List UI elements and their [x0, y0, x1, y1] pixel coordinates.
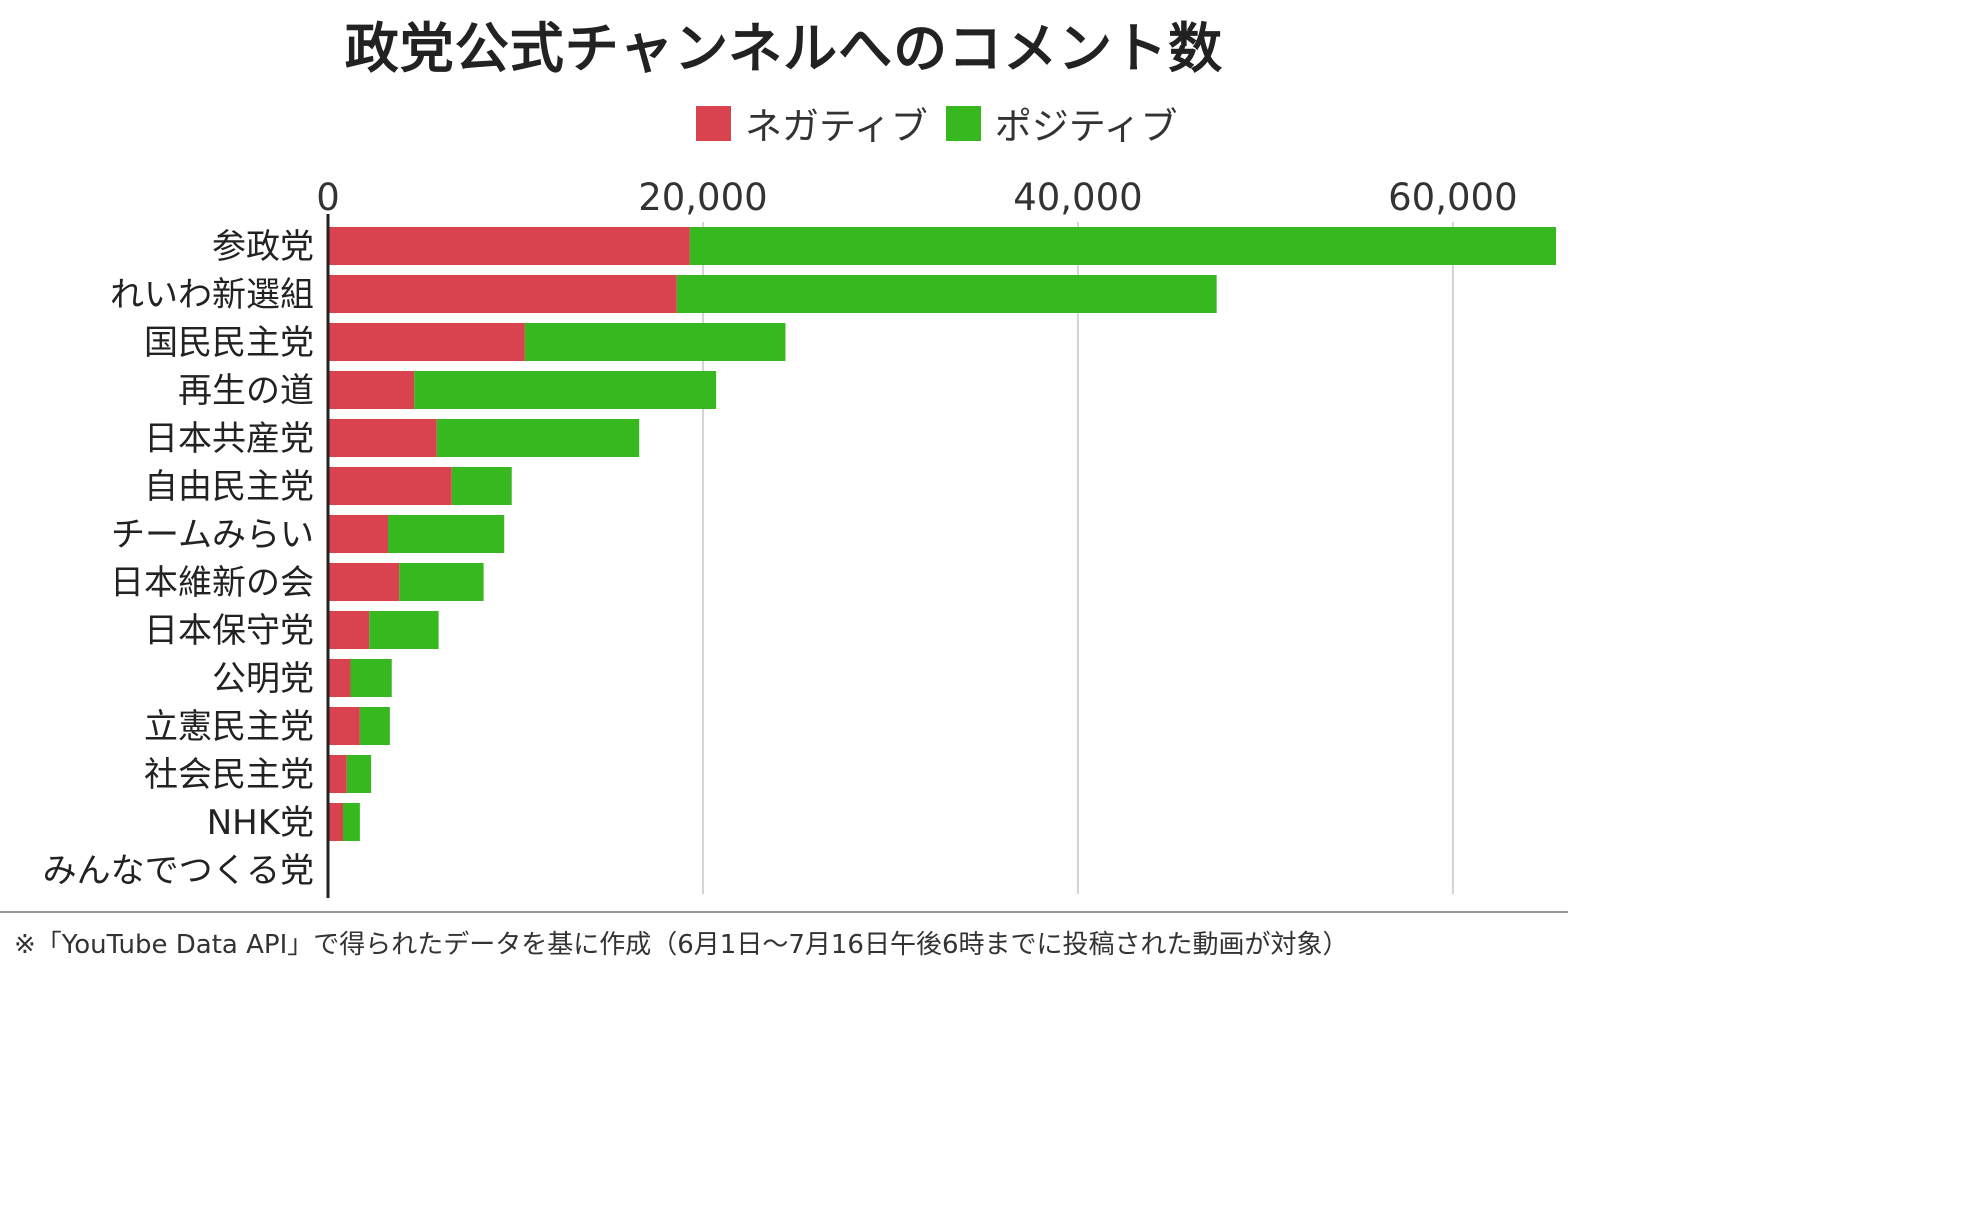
bar-negative [328, 659, 351, 697]
x-tick-label: 60,000 [1388, 176, 1517, 219]
category-label: 日本保守党 [144, 611, 314, 651]
legend-swatch-negative [696, 105, 731, 141]
bar-positive [342, 803, 360, 841]
bar-negative [328, 419, 437, 457]
grid-lines [701, 222, 1454, 894]
bar-negative [328, 371, 415, 409]
legend-label-positive: ポジティブ [994, 105, 1178, 148]
bar-positive [676, 275, 1217, 313]
category-label: みんなでつくる党 [43, 851, 314, 891]
bar-positive [689, 227, 1556, 265]
bar-positive [414, 371, 717, 409]
bar-negative [328, 227, 690, 265]
category-label: 公明党 [212, 659, 314, 699]
legend-item-positive: ポジティブ [945, 96, 1178, 150]
category-label: 参政党 [212, 227, 314, 267]
legend-label-negative: ネガティブ [745, 105, 928, 148]
x-tick-label: 20,000 [638, 176, 767, 219]
category-label: チームみらい [111, 515, 314, 555]
bar-negative [328, 611, 370, 649]
legend: ネガティブ ポジティブ [696, 96, 1196, 150]
bar-negative [328, 515, 388, 553]
bar-positive [399, 563, 484, 601]
category-label: れいわ新選組 [110, 275, 314, 315]
bars [328, 227, 1556, 841]
legend-swatch-positive [945, 105, 981, 141]
bar-negative [328, 707, 360, 745]
footer-divider [0, 911, 1568, 913]
category-label: 再生の道 [178, 371, 314, 411]
category-label: 日本共産党 [144, 419, 314, 459]
bar-positive [346, 755, 372, 793]
bar-positive [359, 707, 390, 745]
bar-negative [328, 755, 347, 793]
category-label: 日本維新の会 [110, 563, 314, 603]
category-label: 立憲民主党 [144, 707, 314, 747]
category-label: 自由民主党 [144, 467, 314, 507]
chart-title: 政党公式チャンネルへのコメント数 [344, 17, 1224, 80]
category-label: 社会民主党 [144, 755, 314, 795]
bar-negative [328, 467, 452, 505]
bar-negative [328, 323, 525, 361]
x-tick-label: 0 [316, 176, 340, 219]
bar-positive [387, 515, 505, 553]
labels: 0 20,000 40,000 60,000 参政党れいわ新選組国民民主党再生の道日本共… [43, 176, 1518, 891]
bar-positive [436, 419, 640, 457]
bar-positive [451, 467, 512, 505]
bar-positive [350, 659, 392, 697]
category-label: 国民民主党 [144, 323, 314, 363]
legend-item-negative: ネガティブ [696, 96, 928, 150]
stacked-bar-chart: 0 20,000 40,000 60,000 参政党れいわ新選組国民民主党再生の道日本共… [43, 176, 1556, 898]
bar-positive [524, 323, 786, 361]
x-tick-label: 40,000 [1013, 176, 1142, 219]
bar-positive [369, 611, 439, 649]
bar-negative [328, 563, 400, 601]
bar-negative [328, 803, 343, 841]
bar-negative [328, 275, 677, 313]
footnote: ※「YouTube Data API」で得られたデータを基に作成（6月1日〜7月… [14, 930, 1349, 960]
category-label: NHK党 [207, 803, 314, 843]
